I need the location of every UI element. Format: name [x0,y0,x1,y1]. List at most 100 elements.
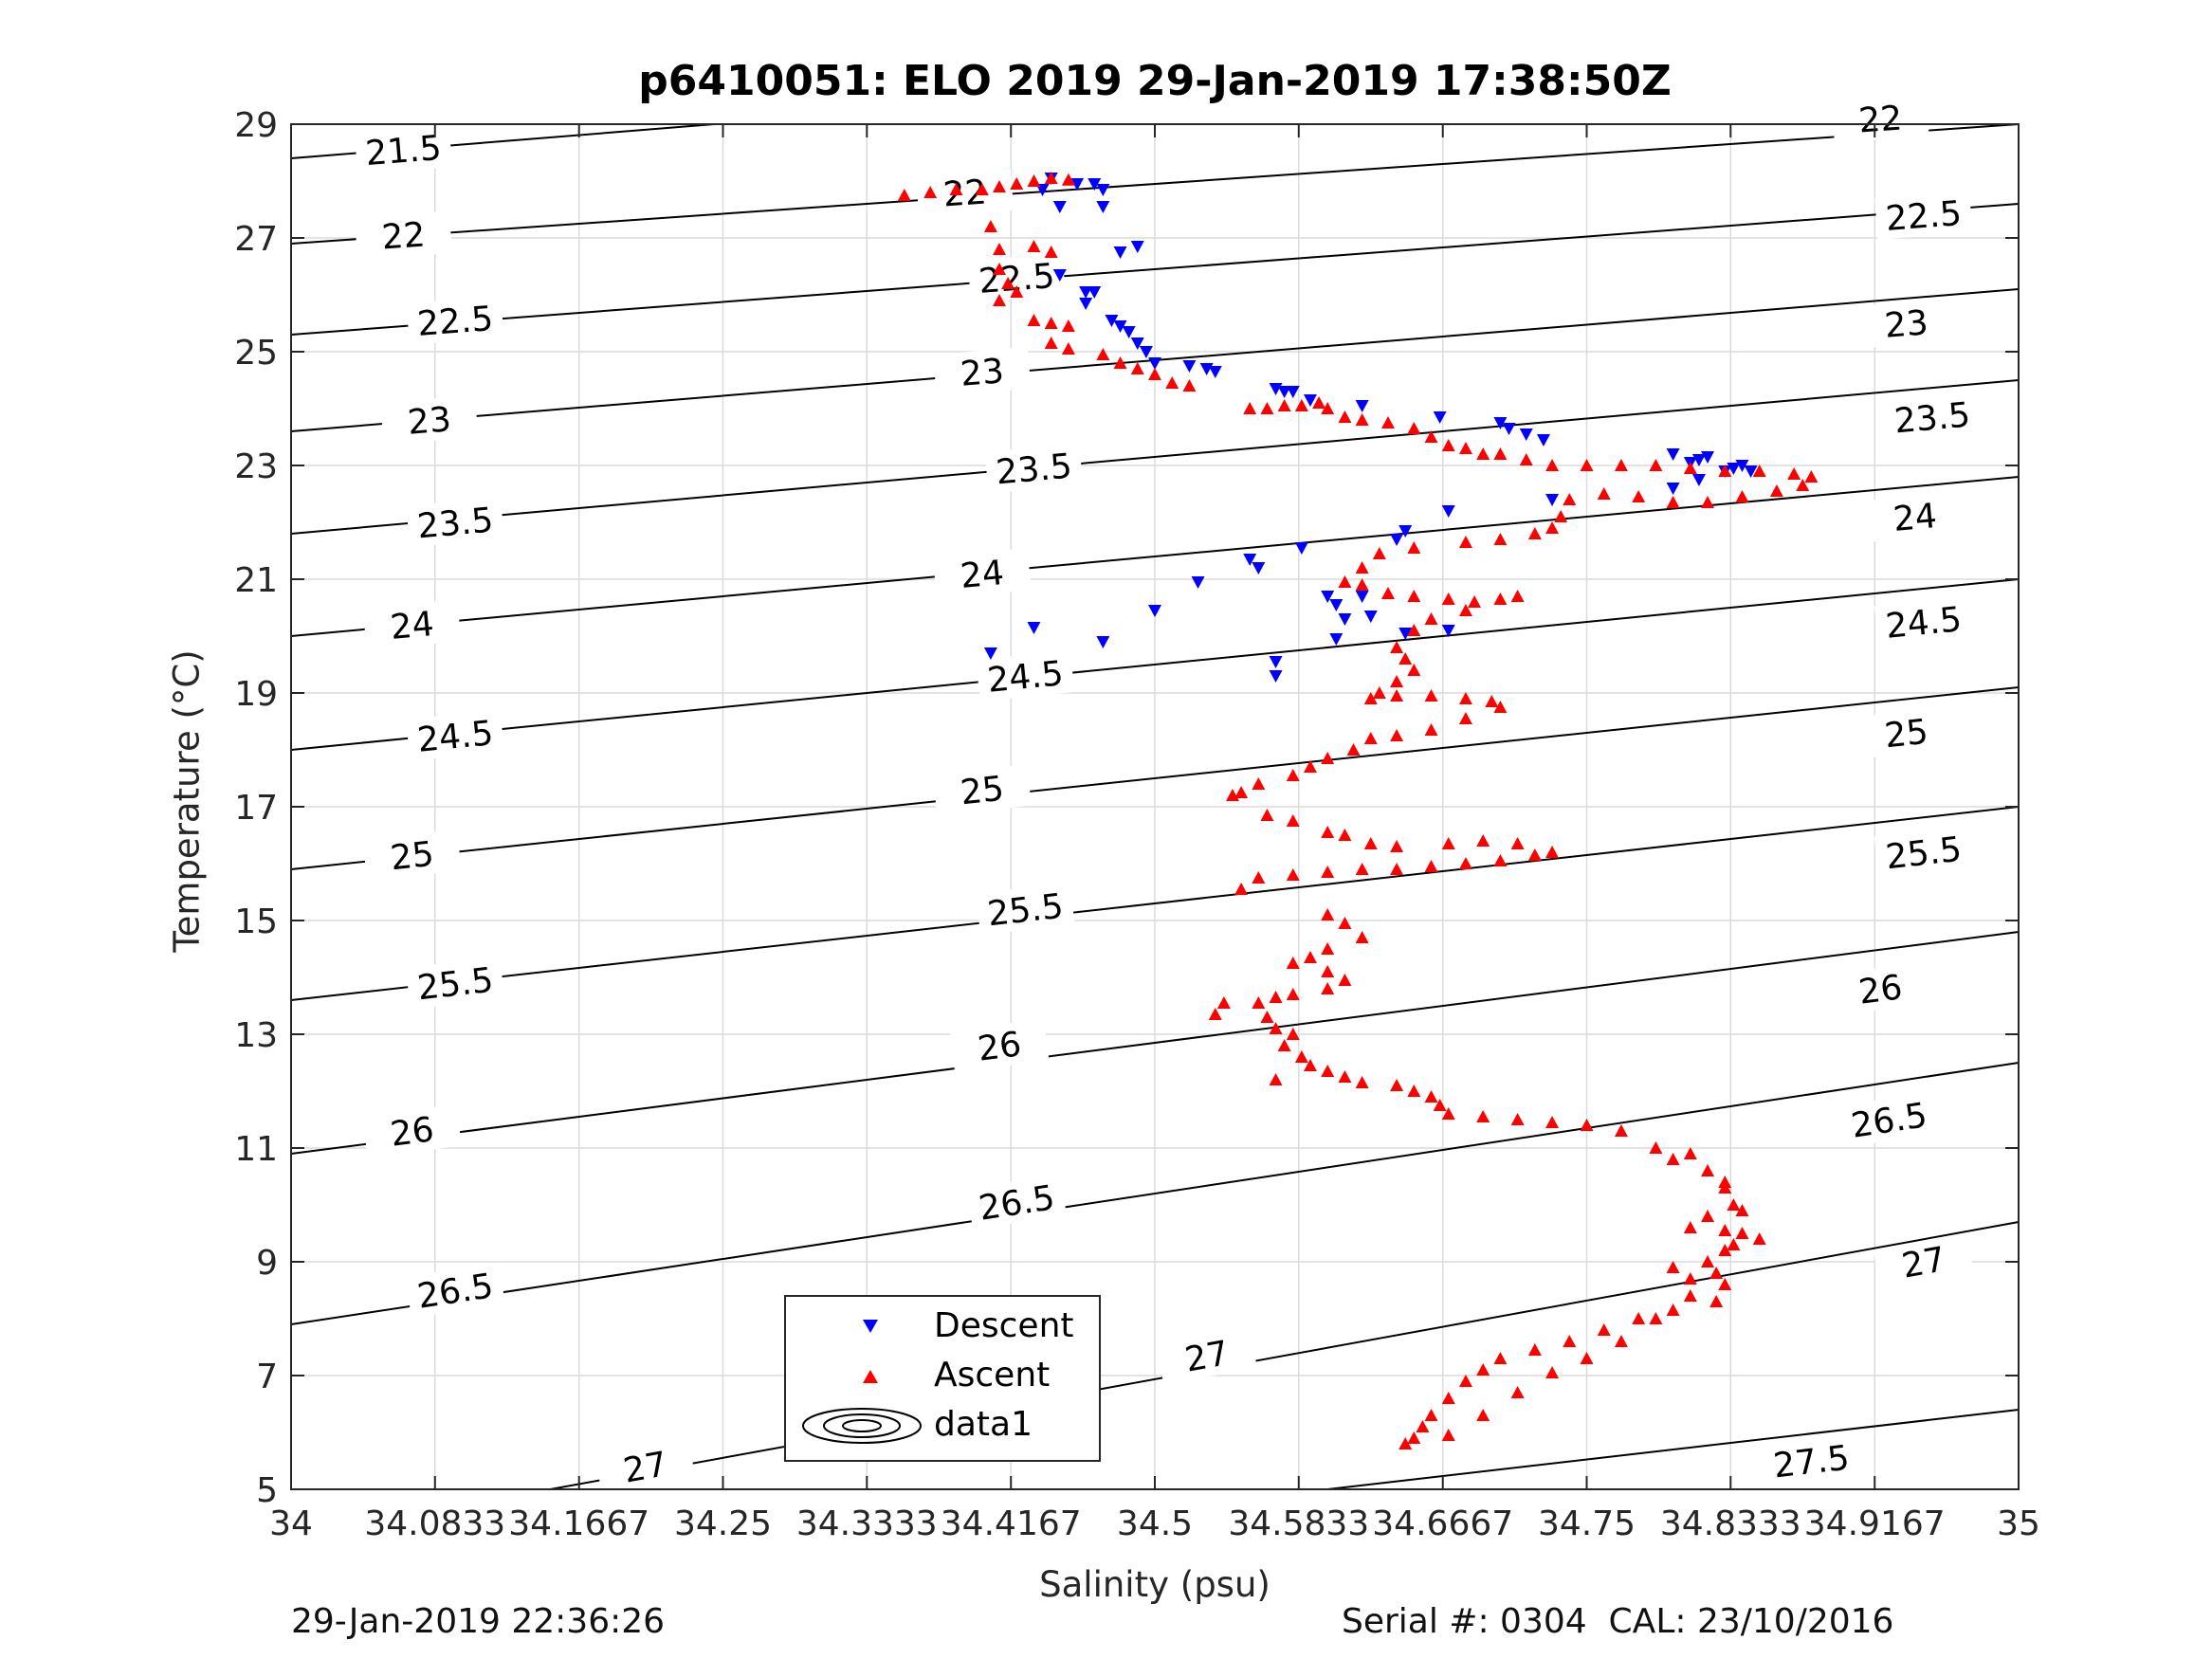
descent-point [1130,241,1144,253]
contour-label: 25 [389,835,436,879]
ascent-point [1597,1323,1611,1336]
ascent-point [1458,442,1472,454]
density-contour-line [1327,1409,2020,1490]
ascent-point [1010,285,1024,298]
descent-point [1079,286,1093,299]
ascent-point [1363,837,1378,849]
contour-label-bg [1838,1091,1940,1148]
ascent-point [1096,348,1110,360]
ascent-point [1001,277,1015,289]
y-tick-label: 9 [256,1244,278,1283]
ascent-point [1476,834,1490,847]
ascent-point [1458,604,1472,616]
ascent-point [993,294,1007,306]
ascent-point [1010,177,1024,190]
descent-point [1691,454,1706,466]
data-series [897,172,1819,1449]
descent-point [1666,448,1680,461]
ascent-point [1424,1090,1438,1103]
ascent-point [1683,1272,1697,1285]
ascent-point [1390,675,1404,687]
ascent-point [975,183,989,195]
ascent-point [1424,612,1438,625]
descent-point [1321,591,1335,603]
ascent-point [1321,866,1335,878]
ascent-point [1148,368,1161,380]
ascent-point [993,180,1007,192]
contour-label-bg [976,650,1075,702]
ascent-point [1252,996,1266,1009]
ascent-point [1312,396,1326,409]
ascent-point [1208,1008,1222,1020]
ascent-point [1269,1073,1283,1085]
ascent-point [1294,399,1308,411]
ascent-point [1398,1437,1413,1449]
density-contour-line [290,1062,2020,1325]
ascent-point [1027,240,1041,252]
ascent-point [1338,575,1352,588]
ascent-point [1787,467,1801,480]
descent-point [1441,505,1455,518]
contour-label: 27 [1182,1334,1232,1380]
y-tick-label: 23 [234,447,278,486]
contour-label-bg [984,443,1084,494]
descent-point [1096,636,1110,648]
x-tick-label: 34.5 [1117,1504,1193,1543]
ascent-point [1355,863,1369,875]
ascent-point [1796,479,1810,491]
ascent-point [1044,246,1058,258]
descent-point [1027,622,1041,634]
descent-point [1052,201,1067,213]
descent-point [1139,346,1153,358]
descent-point [1398,628,1413,640]
ascent-point [1510,590,1525,602]
ascent-point [1407,1085,1421,1097]
x-tick-label: 34.1667 [508,1504,649,1543]
descent-point [1096,184,1110,196]
ascent-point [1563,493,1577,505]
descent-point [1666,483,1680,495]
descent-point [1536,434,1550,447]
ascent-point [1424,430,1438,443]
ascent-point [1061,319,1075,332]
contour-glyph-icon [802,1408,922,1444]
ascent-point [1666,1153,1680,1165]
ascent-point [1355,578,1369,591]
descent-point [1329,599,1344,611]
ascent-point [1458,712,1472,724]
descent-point [1122,326,1136,338]
ascent-point [1346,743,1361,756]
ascent-point [1701,1164,1715,1176]
ascent-point [1407,541,1421,554]
ascent-point [1441,1429,1455,1441]
descent-point [1701,451,1715,464]
descent-point [1294,542,1308,555]
ascent-point [1510,1113,1525,1125]
ascent-point [1286,868,1300,881]
ascent-point [1527,848,1542,861]
ascent-point [1260,1011,1274,1023]
density-contour-line [290,123,2020,245]
ascent-point [1441,592,1455,605]
footer-serial: Serial #: 0304 CAL: 23/10/2016 [1342,1602,1894,1641]
ascent-point [1044,172,1058,184]
contour-label: 25.5 [985,887,1065,935]
y-tick-label: 11 [234,1130,278,1169]
ascent-point [1303,1059,1317,1071]
ascent-point [1390,840,1404,852]
ascent-point [1545,846,1560,858]
y-tick-label: 13 [234,1016,278,1055]
ascent-point [1752,1232,1766,1245]
ascent-point [1614,1335,1628,1347]
x-tick-label: 34.9167 [1804,1504,1946,1543]
ascent-point [1709,1295,1724,1307]
x-tick-label: 34.75 [1538,1504,1636,1543]
contour-label-bg [949,1018,1050,1073]
ascent-point [1580,1352,1594,1364]
descent-point [1130,337,1144,350]
ascent-point [1632,1312,1646,1324]
contour-label-bg [1831,94,1929,143]
contour-label: 25 [1883,713,1930,757]
series-ascent [897,172,1819,1449]
contour-label-bg [916,168,1014,217]
